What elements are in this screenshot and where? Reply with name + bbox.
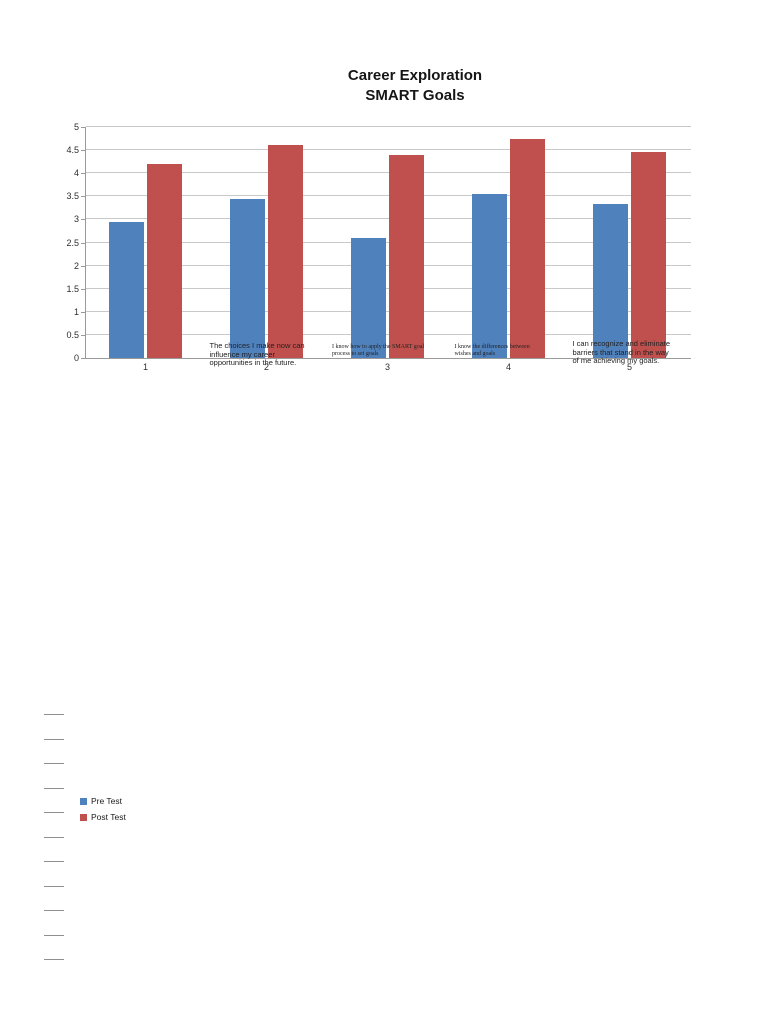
y-axis-tick-mark	[81, 334, 85, 336]
bar-post-test-cat5	[631, 152, 666, 358]
left-margin-dash	[44, 714, 64, 715]
x-axis-category-label: 5	[626, 362, 632, 372]
category-description-4: I know the differences between wishes an…	[454, 344, 530, 357]
y-axis-tick-label: 4	[73, 168, 79, 179]
chart-title-line-1: Career Exploration	[347, 67, 483, 84]
plot-area	[85, 126, 691, 359]
x-axis-category-label: 2	[263, 362, 269, 372]
x-axis-category-label: 4	[505, 362, 511, 372]
y-axis-tick-mark	[81, 150, 85, 152]
bar-post-test-cat2	[268, 145, 303, 358]
bar-pre-test-cat4	[472, 194, 507, 358]
bar-pre-test-cat5	[593, 204, 628, 358]
gridline	[86, 310, 691, 312]
category-description-3: I know how to apply the SMART goal proce…	[332, 344, 425, 357]
legend-label: Pre Test	[91, 796, 123, 806]
legend-item-pre-test: Pre Test	[80, 796, 126, 806]
left-margin-dash	[44, 910, 64, 911]
legend-swatch	[80, 797, 87, 805]
bar-post-test-cat3	[389, 154, 424, 358]
y-axis-tick-label: 5	[73, 122, 79, 132]
chart-legend: Pre Test Post Test	[80, 796, 126, 828]
y-axis-tick-label: 0	[73, 353, 79, 363]
category-description-2: The choices I make now can influence my …	[209, 341, 305, 367]
left-margin-dash	[44, 812, 64, 813]
y-axis-tick-label: 3	[73, 214, 79, 225]
gridline	[86, 149, 691, 151]
y-axis-tick-label: 1	[73, 306, 79, 317]
category-description-5: I can recognize and eliminate barriers t…	[572, 339, 671, 365]
y-axis-tick-label: 0.5	[66, 329, 79, 340]
y-axis-tick-mark	[81, 127, 85, 128]
y-axis-tick-label: 2	[73, 260, 79, 271]
gridline	[86, 126, 691, 127]
left-margin-dash	[44, 885, 64, 887]
legend-swatch	[80, 813, 87, 821]
y-axis-tick-mark	[81, 311, 85, 313]
y-axis-tick-label: 3.5	[66, 191, 79, 202]
x-axis-category-label: 3	[384, 362, 390, 372]
y-axis-tick-label: 2.5	[66, 237, 79, 248]
x-axis-category-label: 1	[142, 362, 148, 372]
y-axis-tick-mark	[81, 358, 85, 359]
legend-label: Post Test	[91, 812, 126, 822]
gridline	[86, 241, 691, 243]
gridline	[86, 218, 691, 220]
gridline	[86, 287, 691, 289]
chart-title: Career Exploration SMART Goals	[85, 66, 745, 106]
left-margin-dash	[44, 787, 64, 789]
y-axis-tick-label: 1.5	[66, 283, 79, 294]
y-axis-tick-mark	[81, 242, 85, 244]
y-axis-tick-mark	[81, 173, 85, 175]
left-margin-dash	[44, 763, 64, 764]
left-margin-dash	[44, 861, 64, 862]
y-axis-tick-mark	[81, 196, 85, 198]
left-margin-dash	[44, 959, 64, 960]
left-margin-dash	[44, 934, 64, 936]
gridline	[86, 195, 691, 197]
bar-post-test-cat4	[510, 138, 545, 358]
y-axis-tick-mark	[81, 265, 85, 267]
legend-item-post-test: Post Test	[80, 812, 126, 822]
y-axis-tick-mark	[81, 219, 85, 221]
bar-pre-test-cat3	[351, 237, 386, 358]
chart-title-line-2: SMART Goals	[365, 87, 465, 104]
bar-post-test-cat1	[147, 163, 182, 358]
bar-pre-test-cat1	[109, 221, 144, 358]
y-axis-tick-label: 4.5	[66, 145, 79, 156]
left-margin-dash	[44, 836, 64, 838]
left-margin-dash	[44, 738, 64, 740]
gridline	[86, 333, 691, 335]
gridline	[86, 264, 691, 266]
bar-pre-test-cat2	[230, 198, 265, 358]
gridline	[86, 172, 691, 174]
y-axis-tick-mark	[81, 288, 85, 290]
